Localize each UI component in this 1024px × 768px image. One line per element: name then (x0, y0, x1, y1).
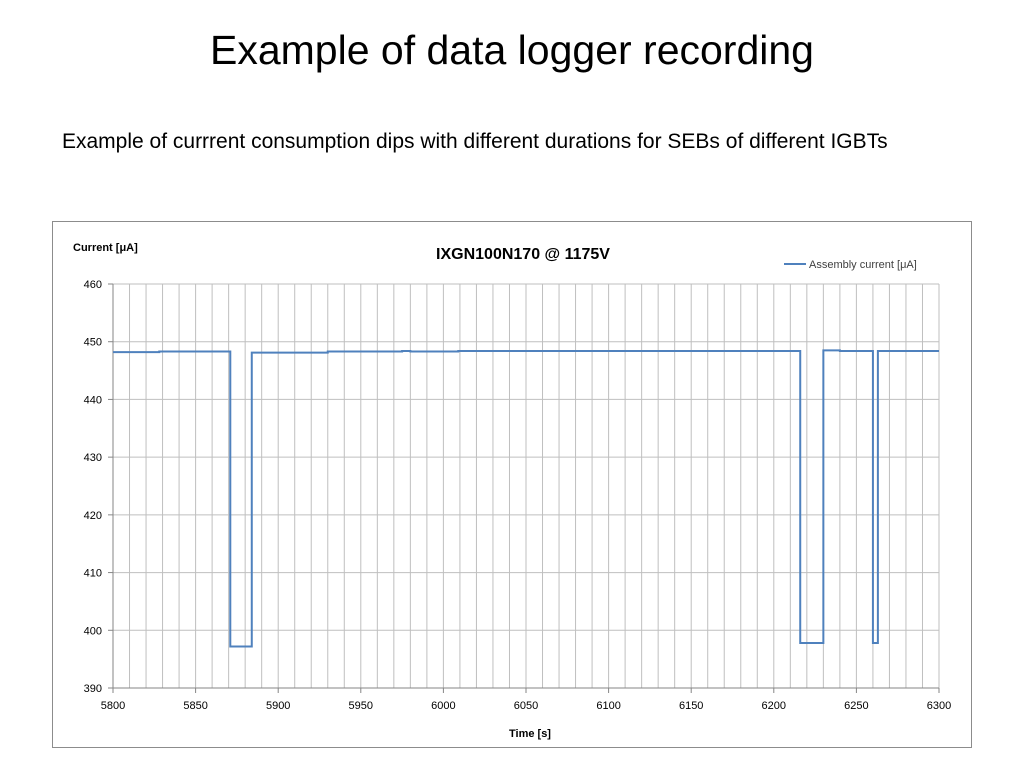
x-tick-label: 5800 (101, 700, 125, 712)
y-tick-label: 390 (84, 683, 102, 695)
grid (113, 283, 940, 688)
series (113, 349, 939, 648)
x-tick-label: 5950 (349, 700, 373, 712)
y-axis-label: Current [μA] (73, 242, 138, 254)
legend-label: Assembly current [μA] (809, 259, 917, 271)
series-line (113, 349, 939, 648)
x-tick-label: 6300 (927, 700, 951, 712)
x-tick-label: 6200 (762, 700, 786, 712)
x-tick-label: 5850 (183, 700, 207, 712)
y-tick-label: 430 (84, 452, 102, 464)
y-tick-label: 400 (84, 625, 102, 637)
y-tick-label: 410 (84, 568, 102, 580)
x-tick-label: 5900 (266, 700, 290, 712)
x-axis-label: Time [s] (509, 728, 551, 740)
x-tick-label: 6250 (844, 700, 868, 712)
chart-title: IXGN100N170 @ 1175V (436, 246, 610, 263)
y-tick-label: 420 (84, 510, 102, 522)
axes (108, 283, 940, 693)
y-tick-label: 440 (84, 394, 102, 406)
line-chart: 390 400 410 420 430 440 450 460 5800 5850 5900 595… (73, 242, 951, 740)
y-tick-labels: 390 400 410 420 430 440 450 460 (84, 279, 102, 695)
chart-frame: 390 400 410 420 430 440 450 460 5800 5850 5900 595… (52, 221, 972, 748)
slide-title: Example of data logger recording (210, 27, 814, 73)
x-tick-label: 6000 (431, 700, 455, 712)
x-tick-labels: 5800 5850 5900 5950 6000 6050 6100 6150 6200 6250… (101, 700, 951, 712)
x-tick-label: 6050 (514, 700, 538, 712)
slide-description: Example of currrent consumption dips wit… (62, 130, 888, 153)
x-tick-label: 6150 (679, 700, 703, 712)
legend: Assembly current [μA] (784, 259, 917, 271)
y-tick-label: 460 (84, 279, 102, 291)
y-tick-label: 450 (84, 337, 102, 349)
x-tick-label: 6100 (596, 700, 620, 712)
